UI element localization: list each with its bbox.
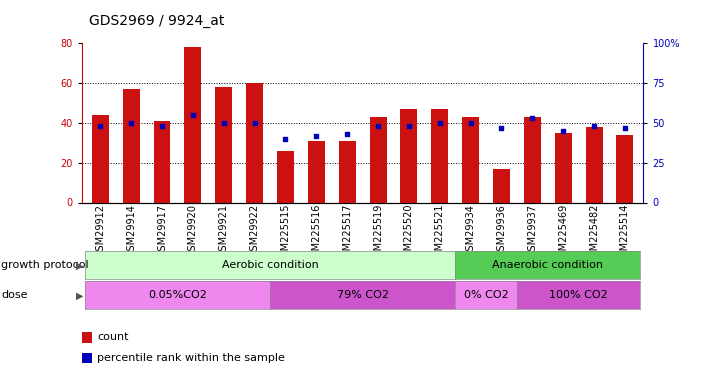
Text: dose: dose: [1, 290, 28, 300]
Bar: [338, 141, 356, 202]
Text: Anaerobic condition: Anaerobic condition: [492, 260, 603, 270]
Bar: [184, 47, 201, 202]
Text: 100% CO2: 100% CO2: [550, 290, 608, 300]
Point: [589, 123, 600, 129]
Text: growth protocol: growth protocol: [1, 260, 89, 270]
Text: 0% CO2: 0% CO2: [464, 290, 508, 300]
Text: percentile rank within the sample: percentile rank within the sample: [97, 353, 285, 363]
Point: [465, 120, 476, 126]
Point: [619, 124, 631, 130]
Text: GDS2969 / 9924_at: GDS2969 / 9924_at: [89, 14, 224, 28]
Bar: [215, 87, 232, 202]
Text: 0.05%CO2: 0.05%CO2: [148, 290, 207, 300]
Point: [279, 136, 291, 142]
Bar: [370, 117, 387, 202]
Bar: [92, 115, 109, 202]
Bar: [246, 83, 263, 203]
Bar: [555, 133, 572, 202]
Point: [95, 123, 106, 129]
Bar: [400, 109, 417, 202]
Bar: [277, 151, 294, 202]
Point: [496, 124, 507, 130]
Point: [125, 120, 137, 126]
Point: [434, 120, 446, 126]
Text: count: count: [97, 333, 129, 342]
Bar: [154, 121, 171, 202]
Text: Aerobic condition: Aerobic condition: [222, 260, 319, 270]
Point: [311, 133, 322, 139]
Point: [249, 120, 260, 126]
Bar: [432, 109, 448, 202]
Bar: [123, 89, 139, 202]
Point: [218, 120, 230, 126]
Point: [403, 123, 415, 129]
Bar: [308, 141, 325, 202]
Point: [187, 112, 198, 118]
Bar: [616, 135, 634, 202]
Text: 79% CO2: 79% CO2: [336, 290, 389, 300]
Point: [527, 115, 538, 121]
Point: [373, 123, 384, 129]
Bar: [524, 117, 541, 202]
Point: [557, 128, 569, 134]
Point: [341, 131, 353, 137]
Bar: [462, 117, 479, 202]
Point: [156, 123, 168, 129]
Text: ▶: ▶: [76, 260, 84, 270]
Bar: [586, 127, 602, 202]
Text: ▶: ▶: [76, 290, 84, 300]
Bar: [493, 169, 510, 202]
